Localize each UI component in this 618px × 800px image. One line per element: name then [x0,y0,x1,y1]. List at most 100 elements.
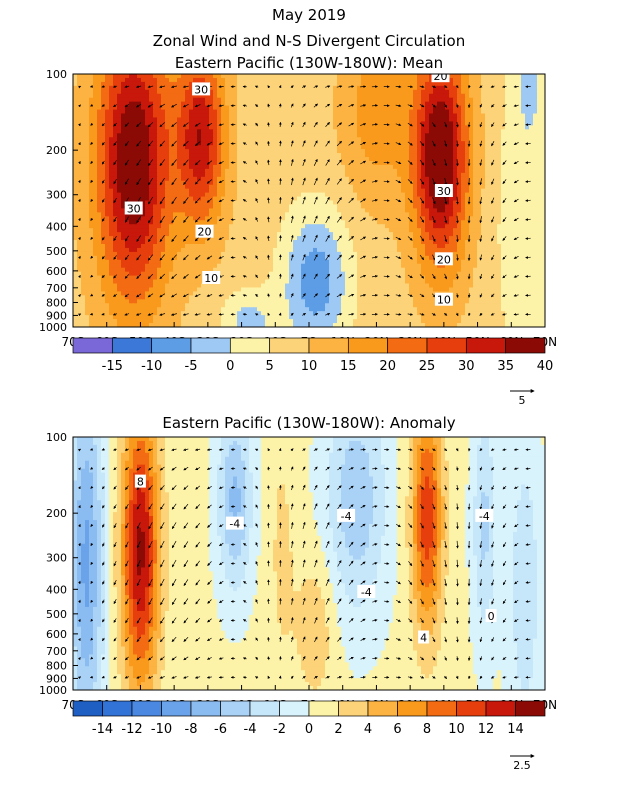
field-cell [173,164,178,170]
field-cell [233,153,238,158]
field-cell [489,220,494,225]
field-cell [181,125,186,130]
field-cell [501,137,506,142]
field-cell [113,208,118,213]
field-cell [225,97,230,103]
field-cell [453,145,458,150]
field-cell [497,137,502,142]
field-cell [517,172,522,178]
field-cell [165,85,170,91]
field-cell [401,89,406,95]
field-cell [237,192,242,198]
field-cell [77,164,82,170]
field-cell [313,220,318,225]
field-cell [485,121,490,126]
field-cell [161,113,166,119]
field-cell [77,188,82,194]
field-cell [469,125,474,130]
field-cell [277,85,282,91]
field-cell [301,153,306,158]
field-cell [369,109,374,115]
field-cell [485,125,490,130]
field-cell [81,93,86,99]
field-cell [129,196,134,202]
field-cell [297,137,302,142]
field-cell [381,77,386,83]
field-cell [273,160,278,166]
field-cell [81,224,86,229]
field-cell [257,224,262,229]
field-cell [129,85,134,91]
field-cell [85,164,90,170]
field-cell [389,212,394,217]
field-cell [105,192,110,198]
field-cell [393,180,398,186]
field-cell [425,129,430,134]
field-cell [341,160,346,166]
field-cell [385,117,390,123]
field-cell [337,77,342,83]
field-cell [293,172,298,178]
field-cell [449,85,454,91]
field-cell [73,74,78,79]
field-cell [277,93,282,99]
field-cell [93,153,98,158]
field-cell [209,113,214,119]
field-cell [153,180,158,186]
field-cell [537,101,542,107]
field-cell [209,240,214,245]
field-cell [453,196,458,202]
field-cell [305,232,310,237]
field-cell [529,176,534,182]
field-cell [401,153,406,158]
field-cell [349,220,354,225]
field-cell [293,93,298,99]
field-cell [409,172,414,178]
field-cell [421,105,426,111]
field-cell [389,228,394,233]
field-cell [77,176,82,182]
field-cell [221,184,226,190]
field-cell [225,204,230,209]
field-cell [149,129,154,134]
field-cell [393,113,398,119]
field-cell [205,153,210,158]
field-cell [201,121,206,126]
field-cell [313,77,318,83]
field-cell [249,168,254,174]
field-cell [497,196,502,202]
field-cell [345,224,350,229]
field-cell [273,145,278,150]
field-cell [249,212,254,217]
field-cell [325,129,330,134]
field-cell [309,129,314,134]
field-cell [221,208,226,213]
field-cell [113,113,118,119]
field-cell [181,176,186,182]
field-cell [205,97,210,103]
field-cell [485,176,490,182]
field-cell [337,232,342,237]
field-cell [289,180,294,186]
field-cell [177,89,182,95]
field-cell [293,228,298,233]
field-cell [217,164,222,170]
field-cell [437,85,442,91]
field-cell [173,180,178,186]
field-cell [365,93,370,99]
field-cell [225,74,230,79]
field-cell [221,105,226,111]
field-cell [261,133,266,138]
field-cell [205,105,210,111]
field-cell [365,133,370,138]
field-cell [277,172,282,178]
field-cell [121,192,126,198]
field-cell [381,188,386,194]
field-cell [265,168,270,174]
field-cell [229,232,234,237]
field-cell [501,117,506,123]
field-cell [429,97,434,103]
field-cell [481,105,486,111]
field-cell [89,153,94,158]
field-cell [125,105,130,111]
